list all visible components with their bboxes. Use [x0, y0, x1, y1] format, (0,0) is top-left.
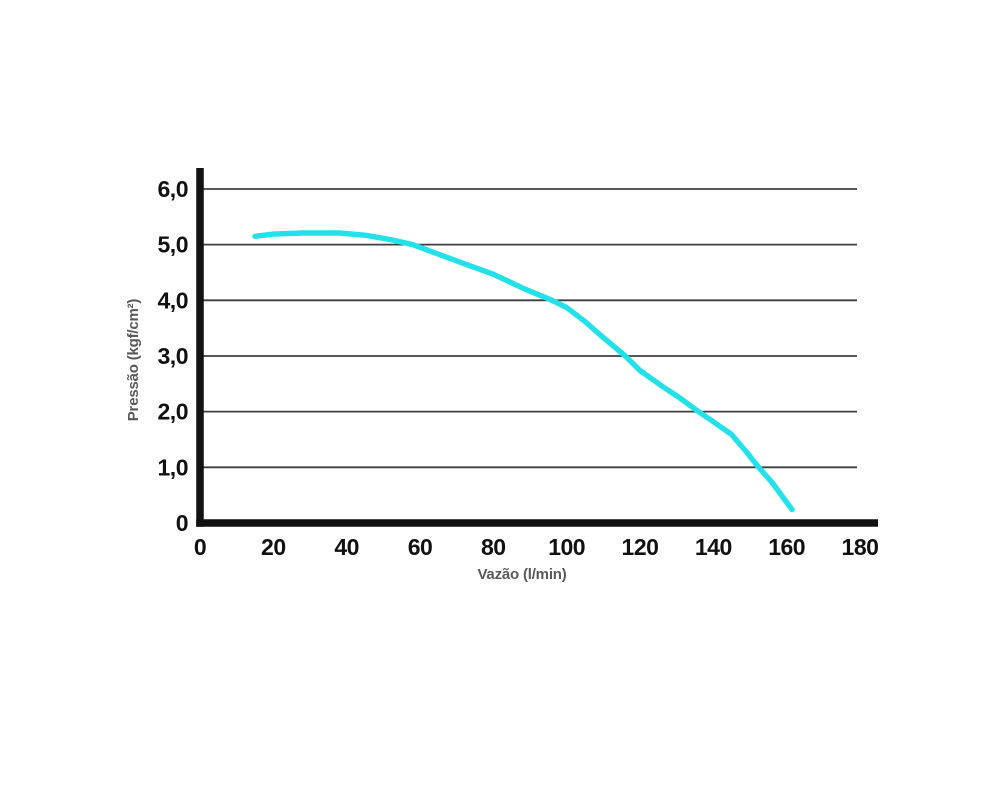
y-axis-title: Pressão (kgf/cm²)	[125, 299, 142, 422]
y-tick-label: 1,0	[158, 454, 188, 480]
y-tick-label: 3,0	[158, 343, 188, 369]
y-tick-label: 0	[176, 510, 188, 536]
x-tick-label: 60	[408, 534, 433, 560]
pressure-flow-curve	[252, 230, 795, 513]
x-axis-tick-labels: 0 20 40 60 80 100 120 140 160 180	[194, 534, 879, 560]
y-axis-tick-labels: 0 1,0 2,0 3,0 4,0 5,0 6,0	[158, 176, 189, 536]
x-tick-label: 20	[261, 534, 286, 560]
x-tick-label: 180	[842, 534, 879, 560]
x-tick-label: 140	[695, 534, 732, 560]
chart-axes	[196, 168, 878, 527]
x-tick-label: 80	[481, 534, 506, 560]
x-tick-label: 40	[334, 534, 359, 560]
y-tick-label: 4,0	[158, 287, 188, 313]
horizontal-gridlines	[200, 188, 857, 469]
x-tick-label: 100	[548, 534, 585, 560]
x-tick-label: 120	[622, 534, 659, 560]
y-tick-label: 2,0	[158, 399, 188, 425]
x-axis-title: Vazão (l/min)	[477, 566, 566, 583]
y-tick-label: 5,0	[158, 232, 188, 258]
x-tick-label: 0	[194, 534, 206, 560]
series-pressao-vs-vazao	[252, 230, 795, 513]
x-tick-label: 160	[768, 534, 805, 560]
y-tick-label: 6,0	[158, 176, 188, 202]
